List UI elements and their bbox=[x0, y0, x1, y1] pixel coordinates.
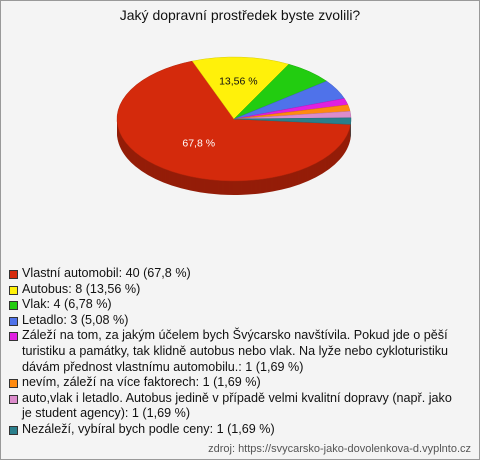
legend: Vlastní automobil: 40 (67,8 %) Autobus: 8… bbox=[9, 266, 464, 438]
legend-label: nevím, záleží na více faktorech: 1 (1,69… bbox=[22, 375, 261, 390]
legend-item: Vlastní automobil: 40 (67,8 %) bbox=[9, 266, 464, 282]
legend-label: Nezáleží, vybíral bych podle ceny: 1 (1,… bbox=[22, 421, 275, 436]
legend-item: Záleží na tom, za jakým účelem bych Švýc… bbox=[9, 328, 464, 375]
legend-label: Záleží na tom, za jakým účelem bych Švýc… bbox=[22, 328, 449, 374]
legend-swatch bbox=[9, 285, 18, 295]
legend-item: Nezáleží, vybíral bych podle ceny: 1 (1,… bbox=[9, 422, 464, 438]
legend-label: Vlastní automobil: 40 (67,8 %) bbox=[22, 266, 191, 280]
legend-item: nevím, záleží na více faktorech: 1 (1,69… bbox=[9, 375, 464, 391]
legend-label: Letadlo: 3 (5,08 %) bbox=[22, 312, 129, 327]
source-note: zdroj: https://svycarsko-jako-dovolenkov… bbox=[208, 443, 471, 455]
legend-item: Vlak: 4 (6,78 %) bbox=[9, 297, 464, 313]
data-label: 67,8 % bbox=[182, 138, 215, 150]
legend-swatch bbox=[9, 332, 18, 342]
legend-swatch bbox=[9, 301, 18, 311]
legend-item: Letadlo: 3 (5,08 %) bbox=[9, 313, 464, 329]
chart: Jaký dopravní prostředek byste zvolili? … bbox=[116, 7, 361, 195]
legend-swatch bbox=[9, 379, 18, 389]
chart-title: Jaký dopravní prostředek byste zvolili? bbox=[120, 7, 361, 23]
legend-swatch bbox=[9, 394, 18, 404]
legend-item: auto,vlak i letadlo. Autobus jedině v př… bbox=[9, 391, 464, 422]
legend-swatch bbox=[9, 270, 18, 279]
legend-label: auto,vlak i letadlo. Autobus jedině v př… bbox=[22, 390, 452, 421]
slice bbox=[116, 60, 351, 182]
slice bbox=[191, 56, 290, 120]
legend-swatch bbox=[9, 425, 18, 435]
legend-item: Autobus: 8 (13,56 %) bbox=[9, 282, 464, 298]
legend-label: Autobus: 8 (13,56 %) bbox=[22, 281, 141, 296]
legend-label: Vlak: 4 (6,78 %) bbox=[22, 297, 112, 312]
slice bbox=[233, 117, 352, 125]
data-label: 13,56 % bbox=[219, 76, 258, 88]
legend-swatch bbox=[9, 316, 18, 326]
